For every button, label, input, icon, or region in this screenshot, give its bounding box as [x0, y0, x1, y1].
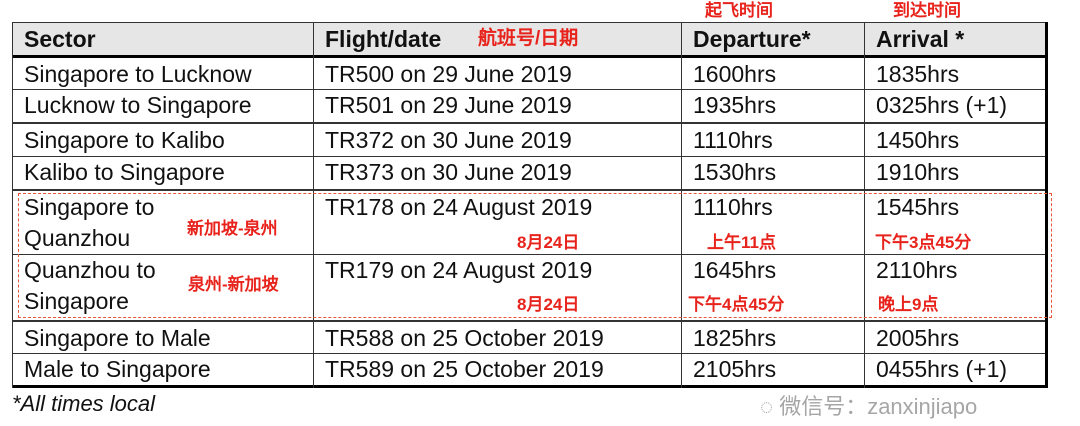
sector-cell: Singapore to Lucknow [24, 61, 252, 87]
sector-cell: Singapore to Quanzhou [12, 192, 154, 254]
header-row [12, 22, 1046, 55]
highlight-box [18, 193, 1052, 318]
divider [12, 122, 1046, 124]
flight-cell: TR178 on 24 August 2019 [325, 194, 593, 220]
header-arrival: Arrival * [876, 26, 965, 52]
flight-cell: TR588 on 25 October 2019 [325, 325, 604, 351]
arr-cn: 晚上9点 [878, 295, 939, 314]
date-cn: 8月24日 [517, 295, 580, 314]
flight-cell: TR501 on 29 June 2019 [325, 92, 572, 118]
divider [864, 22, 865, 388]
arrival-cell: 1545hrs [876, 194, 960, 220]
flight-cell: TR500 on 29 June 2019 [325, 61, 572, 87]
sector-cn: 泉州-新加坡 [188, 275, 279, 294]
divider [12, 156, 1046, 157]
departure-cn-label: 起飞时间 [705, 1, 773, 20]
sector-line1: Quanzhou to [24, 257, 156, 283]
divider [12, 385, 1046, 388]
arrival-cn-label: 到达时间 [893, 1, 961, 20]
departure-cell: 1600hrs [693, 61, 777, 87]
flight-cn-label: 航班号/日期 [478, 28, 579, 49]
divider [313, 22, 314, 388]
departure-cell: 1935hrs [693, 92, 777, 118]
header-departure: Departure* [693, 26, 811, 52]
sector-cell: Male to Singapore [24, 356, 211, 382]
flight-cell: TR373 on 30 June 2019 [325, 159, 572, 185]
sector-cell: Kalibo to Singapore [24, 159, 225, 185]
divider [12, 353, 1046, 354]
sector-line2: Quanzhou [24, 225, 131, 251]
wechat-icon: ◌ [760, 394, 780, 419]
header-flight: Flight/date [325, 26, 442, 52]
arrival-cell: 1910hrs [876, 159, 960, 185]
sector-cell: Lucknow to Singapore [24, 92, 252, 118]
dep-cn: 上午11点 [707, 233, 776, 252]
sector-line1: Singapore to [24, 194, 155, 220]
sector-line2: Singapore [24, 288, 129, 314]
sector-cell: Singapore to Male [24, 325, 211, 351]
arrival-cell: 0455hrs (+1) [876, 356, 1008, 382]
divider [12, 55, 1046, 58]
date-cn: 8月24日 [517, 233, 580, 252]
sector-cn: 新加坡-泉州 [187, 219, 278, 238]
flight-cell: TR179 on 24 August 2019 [325, 257, 593, 283]
departure-cell: 1110hrs [693, 194, 773, 220]
divider [12, 89, 1046, 90]
arrival-cell: 1450hrs [876, 127, 960, 153]
watermark: ◌ 微信号：zanxinjiapo [760, 394, 977, 420]
departure-cell: 1110hrs [693, 127, 773, 153]
departure-cell: 1825hrs [693, 325, 777, 351]
header-sector: Sector [24, 26, 96, 52]
divider [12, 320, 1046, 322]
divider [681, 22, 682, 388]
divider [12, 189, 1046, 191]
divider [12, 22, 13, 388]
sector-cell: Quanzhou to Singapore [12, 255, 156, 317]
divider [1045, 22, 1048, 388]
divider [12, 254, 1046, 255]
arrival-cell: 0325hrs (+1) [876, 92, 1008, 118]
footnote: *All times local [12, 391, 156, 416]
arrival-cell: 2110hrs [876, 257, 958, 283]
sector-cell: Singapore to Kalibo [24, 127, 225, 153]
divider [12, 22, 1046, 23]
departure-cell: 1645hrs [693, 257, 777, 283]
departure-cell: 2105hrs [693, 356, 777, 382]
dep-cn: 下午4点45分 [688, 295, 785, 314]
arrival-cell: 2005hrs [876, 325, 960, 351]
arrival-cell: 1835hrs [876, 61, 960, 87]
flight-cell: TR589 on 25 October 2019 [325, 356, 604, 382]
departure-cell: 1530hrs [693, 159, 777, 185]
watermark-text: 微信号：zanxinjiapo [779, 394, 978, 419]
flight-cell: TR372 on 30 June 2019 [325, 127, 572, 153]
arr-cn: 下午3点45分 [875, 233, 972, 252]
